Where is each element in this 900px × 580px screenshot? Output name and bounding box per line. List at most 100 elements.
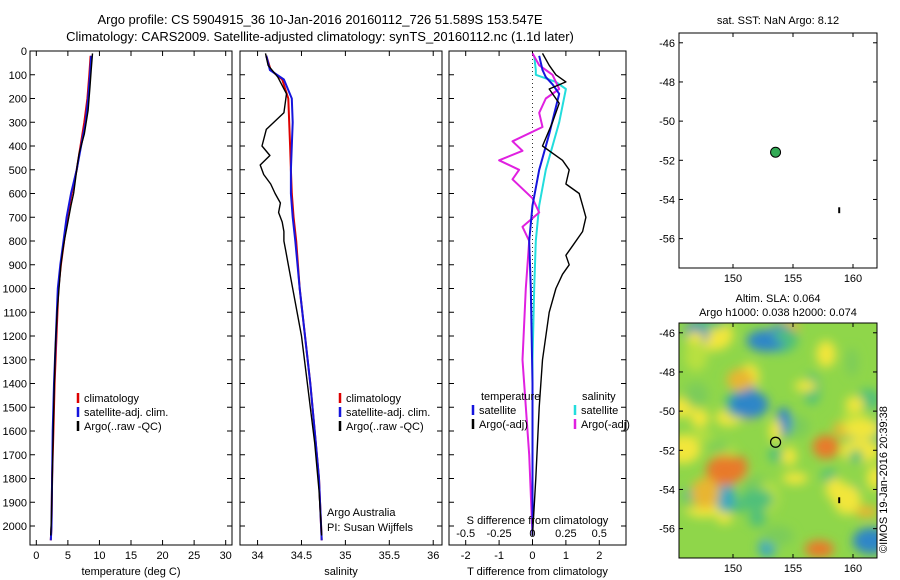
map-sla-blob — [769, 419, 782, 443]
map-sla-blob — [782, 472, 808, 485]
map-sla-ytick-label: -54 — [659, 484, 675, 496]
difference-top-tick-label: 0.5 — [592, 528, 607, 540]
map-sla-blob — [729, 390, 769, 419]
map-sla-blob — [690, 408, 709, 428]
difference-salinity-legend-entry: satellite — [581, 405, 618, 417]
depth-tick-label: 600 — [9, 189, 27, 201]
depth-tick-label: 900 — [9, 260, 27, 272]
depth-tick-label: 100 — [9, 70, 27, 82]
depth-tick-label: 1300 — [3, 355, 27, 367]
map-sla-title-line1: Altim. SLA: 0.064 — [736, 293, 821, 305]
map-sla-xtick-label: 160 — [844, 563, 862, 575]
map-sla-blob — [768, 447, 784, 463]
map-sla-blob — [845, 396, 865, 412]
map-sla-blob — [794, 380, 817, 392]
salinity-xtick-label: 34.5 — [291, 550, 312, 562]
map-sst-ytick-label: -50 — [659, 116, 675, 128]
difference-xtick-label: -1 — [494, 550, 504, 562]
difference-axes-frame — [448, 50, 627, 546]
depth-tick-label: 800 — [9, 236, 27, 248]
salinity-xtick-label: 36 — [427, 550, 439, 562]
depth-tick-label: 700 — [9, 212, 27, 224]
depth-tick-label: 1700 — [3, 450, 27, 462]
depth-tick-label: 400 — [9, 141, 27, 153]
map-sla-blob — [854, 505, 877, 518]
difference-series-salinity-argo-adj- — [498, 52, 561, 536]
difference-series-salinity-satellite — [531, 55, 567, 536]
map-sst-xtick-label: 150 — [724, 273, 742, 285]
map-sla-blob — [852, 527, 877, 554]
map-sla-xtick-label: 150 — [724, 563, 742, 575]
temperature-xtick-label: 5 — [65, 550, 71, 562]
map-sla-axes-frame — [678, 322, 878, 559]
map-sst-xtick-label: 155 — [784, 273, 802, 285]
map-sla-blob — [866, 465, 877, 491]
difference-salinity-legend-entry: Argo(-adj) — [581, 419, 630, 431]
map-sst-ytick-label: -46 — [659, 38, 675, 50]
difference-series-temperature-argo-adj- — [531, 53, 587, 536]
salinity-legend-entry: satellite-adj. clim. — [346, 407, 430, 419]
salinity-xtick-label: 35 — [339, 550, 351, 562]
map-sla-blob — [696, 323, 727, 330]
map-sst-ytick-label: -52 — [659, 155, 675, 167]
map-sla-blob — [679, 434, 701, 464]
difference-xtick-label: 0 — [529, 550, 535, 562]
difference-top-tick-label: 0 — [529, 528, 535, 540]
map-sst-argo-position — [770, 146, 782, 158]
temperature-legend-entry: satellite-adj. clim. — [84, 407, 168, 419]
salinity-axes-frame — [239, 50, 443, 546]
depth-tick-label: 1500 — [3, 402, 27, 414]
map-sla-blobs — [679, 323, 877, 558]
map-sla-blob — [716, 512, 733, 524]
temperature-series-argo-raw-qc- — [50, 53, 94, 536]
depth-tick-label: 1100 — [3, 307, 27, 319]
temperature-xtick-label: 0 — [33, 550, 39, 562]
map-sla-blob — [781, 447, 797, 466]
map-sla-blob — [812, 435, 840, 459]
map-sla-blob — [733, 455, 748, 480]
difference-series-temperature-satellite — [528, 55, 561, 536]
difference-top-tick-label: -0.25 — [487, 528, 512, 540]
difference-xtick-label: 2 — [596, 550, 602, 562]
temperature-xtick-label: 20 — [156, 550, 168, 562]
map-sla-ytick-label: -46 — [659, 328, 675, 340]
pi-name-label: PI: Susan Wijffels — [327, 522, 413, 534]
difference-legend-temperature-title: temperature — [481, 391, 540, 403]
salinity-legend-entry: climatology — [346, 393, 402, 405]
map-sla-ytick-label: -52 — [659, 445, 675, 457]
map-sla-blob — [804, 540, 834, 558]
map-sla-field — [679, 323, 877, 558]
map-sla-blob — [833, 484, 861, 515]
depth-tick-label: 0 — [21, 46, 27, 58]
depth-tick-label: 500 — [9, 165, 27, 177]
salinity-xlabel: salinity — [324, 566, 358, 578]
map-sst-ytick-label: -48 — [659, 77, 675, 89]
map-sla-blob — [688, 430, 713, 441]
salinity-legend-entry: Argo(..raw -QC) — [346, 421, 424, 433]
map-sla-argo-position — [769, 436, 782, 448]
map-sla-ytick-label: -48 — [659, 367, 675, 379]
map-sla-blob — [816, 340, 836, 368]
temperature-xlabel: temperature (deg C) — [81, 566, 180, 578]
difference-xtick-label: -2 — [461, 550, 471, 562]
figure-title-line2: Climatology: CARS2009. Satellite-adjuste… — [66, 29, 574, 44]
map-sst-ytick-label: -54 — [659, 194, 675, 206]
figure-title-line1: Argo profile: CS 5904915_36 10-Jan-2016 … — [97, 12, 543, 27]
map-sla-blob — [714, 481, 736, 512]
map-sla-blob — [706, 455, 743, 486]
map-sst-xtick-label: 160 — [844, 273, 862, 285]
map-sla-blob — [848, 449, 864, 464]
map-sla-blob — [684, 382, 709, 408]
temperature-axes-frame — [29, 50, 233, 546]
depth-tick-label: 1000 — [3, 284, 27, 296]
salinity-xtick-label: 34 — [251, 550, 263, 562]
salinity-xtick-label: 35.5 — [379, 550, 400, 562]
map-sla-blob — [846, 348, 859, 377]
map-sla-ytick-label: -56 — [659, 524, 675, 536]
map-sla-blob — [748, 509, 766, 527]
depth-tick-label: 1900 — [3, 497, 27, 509]
depth-tick-label: 200 — [9, 94, 27, 106]
depth-tick-label: 2000 — [3, 521, 27, 533]
temperature-xtick-label: 15 — [125, 550, 137, 562]
